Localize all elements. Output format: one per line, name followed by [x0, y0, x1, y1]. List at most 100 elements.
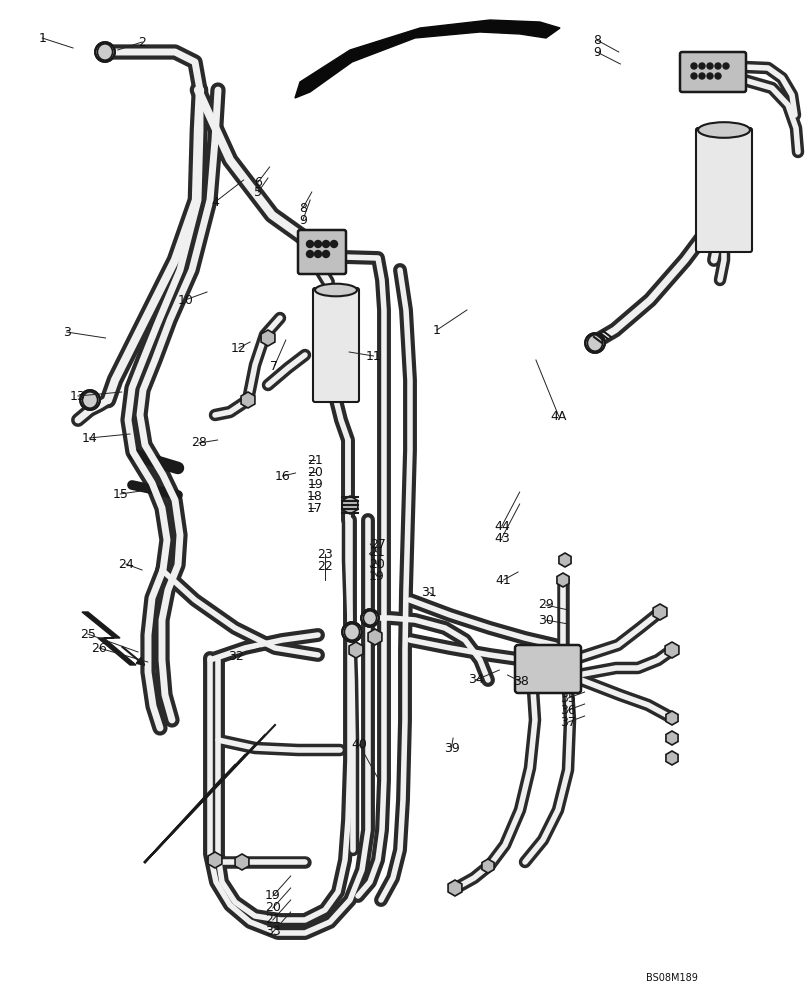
Text: 20: 20: [264, 901, 281, 914]
FancyBboxPatch shape: [514, 645, 581, 693]
Text: 30: 30: [537, 613, 553, 626]
Polygon shape: [664, 642, 678, 658]
Circle shape: [330, 240, 337, 247]
Text: 26: 26: [91, 642, 107, 654]
Polygon shape: [558, 553, 570, 567]
Polygon shape: [294, 20, 560, 98]
Polygon shape: [665, 731, 677, 745]
Text: 33: 33: [264, 925, 281, 938]
Circle shape: [80, 390, 100, 410]
Text: 35: 35: [560, 692, 576, 704]
Circle shape: [306, 250, 313, 257]
Polygon shape: [208, 852, 221, 868]
Text: 39: 39: [443, 741, 459, 754]
Text: 36: 36: [560, 704, 576, 716]
Text: 21: 21: [307, 454, 323, 466]
Text: 1: 1: [38, 32, 46, 45]
Text: 27: 27: [370, 538, 386, 550]
Text: 19: 19: [307, 478, 323, 490]
Polygon shape: [448, 880, 461, 896]
Polygon shape: [367, 629, 381, 645]
Text: 4A: 4A: [550, 410, 566, 422]
Polygon shape: [261, 330, 275, 346]
Text: 20: 20: [368, 558, 384, 570]
Circle shape: [706, 73, 712, 79]
Circle shape: [95, 42, 115, 62]
Text: 9: 9: [592, 46, 600, 59]
Text: 11: 11: [365, 350, 381, 362]
FancyBboxPatch shape: [298, 230, 345, 274]
Text: 25: 25: [79, 628, 96, 640]
Text: 17: 17: [307, 502, 323, 514]
FancyBboxPatch shape: [679, 52, 745, 92]
Text: 18: 18: [307, 489, 323, 502]
Text: 12: 12: [230, 342, 247, 355]
Text: 41: 41: [495, 574, 511, 587]
Text: 3: 3: [62, 326, 71, 338]
Text: 38: 38: [513, 675, 529, 688]
FancyBboxPatch shape: [312, 288, 358, 402]
Polygon shape: [341, 496, 358, 514]
Polygon shape: [482, 859, 493, 873]
Circle shape: [341, 622, 362, 642]
Text: 28: 28: [191, 436, 207, 450]
Circle shape: [698, 73, 704, 79]
Text: 2: 2: [138, 36, 146, 49]
Polygon shape: [234, 854, 249, 870]
Text: 29: 29: [537, 598, 553, 611]
Text: 21: 21: [368, 546, 384, 558]
Circle shape: [584, 333, 604, 353]
Text: 37: 37: [560, 715, 576, 728]
Circle shape: [690, 63, 696, 69]
Circle shape: [322, 250, 329, 257]
Text: 32: 32: [227, 650, 243, 662]
Circle shape: [714, 73, 720, 79]
Text: 19: 19: [264, 890, 281, 902]
Polygon shape: [349, 642, 363, 658]
Polygon shape: [652, 604, 666, 620]
FancyBboxPatch shape: [695, 128, 751, 252]
Circle shape: [690, 73, 696, 79]
Text: 23: 23: [316, 548, 333, 560]
Polygon shape: [556, 573, 569, 587]
Circle shape: [698, 63, 704, 69]
Text: 21: 21: [264, 913, 281, 926]
Polygon shape: [665, 711, 677, 725]
Polygon shape: [665, 751, 677, 765]
Text: BS08M189: BS08M189: [646, 973, 697, 983]
Polygon shape: [241, 392, 255, 408]
Text: 4: 4: [211, 196, 219, 209]
Text: 14: 14: [81, 432, 97, 444]
Text: 40: 40: [350, 737, 367, 750]
Text: 19: 19: [368, 570, 384, 583]
Text: 31: 31: [420, 586, 436, 598]
Circle shape: [706, 63, 712, 69]
Text: 24: 24: [118, 558, 134, 570]
Circle shape: [322, 240, 329, 247]
Text: 8: 8: [592, 34, 600, 47]
Text: 16: 16: [274, 470, 290, 483]
Text: 1: 1: [432, 324, 440, 336]
Text: 10: 10: [177, 294, 193, 306]
Ellipse shape: [315, 284, 357, 296]
Circle shape: [361, 609, 379, 627]
Text: 15: 15: [112, 488, 128, 500]
Circle shape: [314, 240, 321, 247]
Text: 9: 9: [298, 214, 307, 227]
Circle shape: [306, 240, 313, 247]
Circle shape: [314, 250, 321, 257]
Ellipse shape: [697, 122, 749, 138]
Circle shape: [714, 63, 720, 69]
Polygon shape: [82, 612, 135, 665]
Text: 34: 34: [467, 673, 483, 686]
Text: 6: 6: [254, 176, 262, 189]
Text: 22: 22: [316, 560, 333, 573]
Text: 13: 13: [70, 389, 86, 402]
Text: 43: 43: [493, 532, 509, 544]
Text: 5: 5: [254, 186, 262, 199]
Text: 7: 7: [270, 360, 278, 372]
Text: 8: 8: [298, 202, 307, 215]
Text: 44: 44: [493, 520, 509, 532]
Text: 20: 20: [307, 466, 323, 479]
Circle shape: [722, 63, 728, 69]
